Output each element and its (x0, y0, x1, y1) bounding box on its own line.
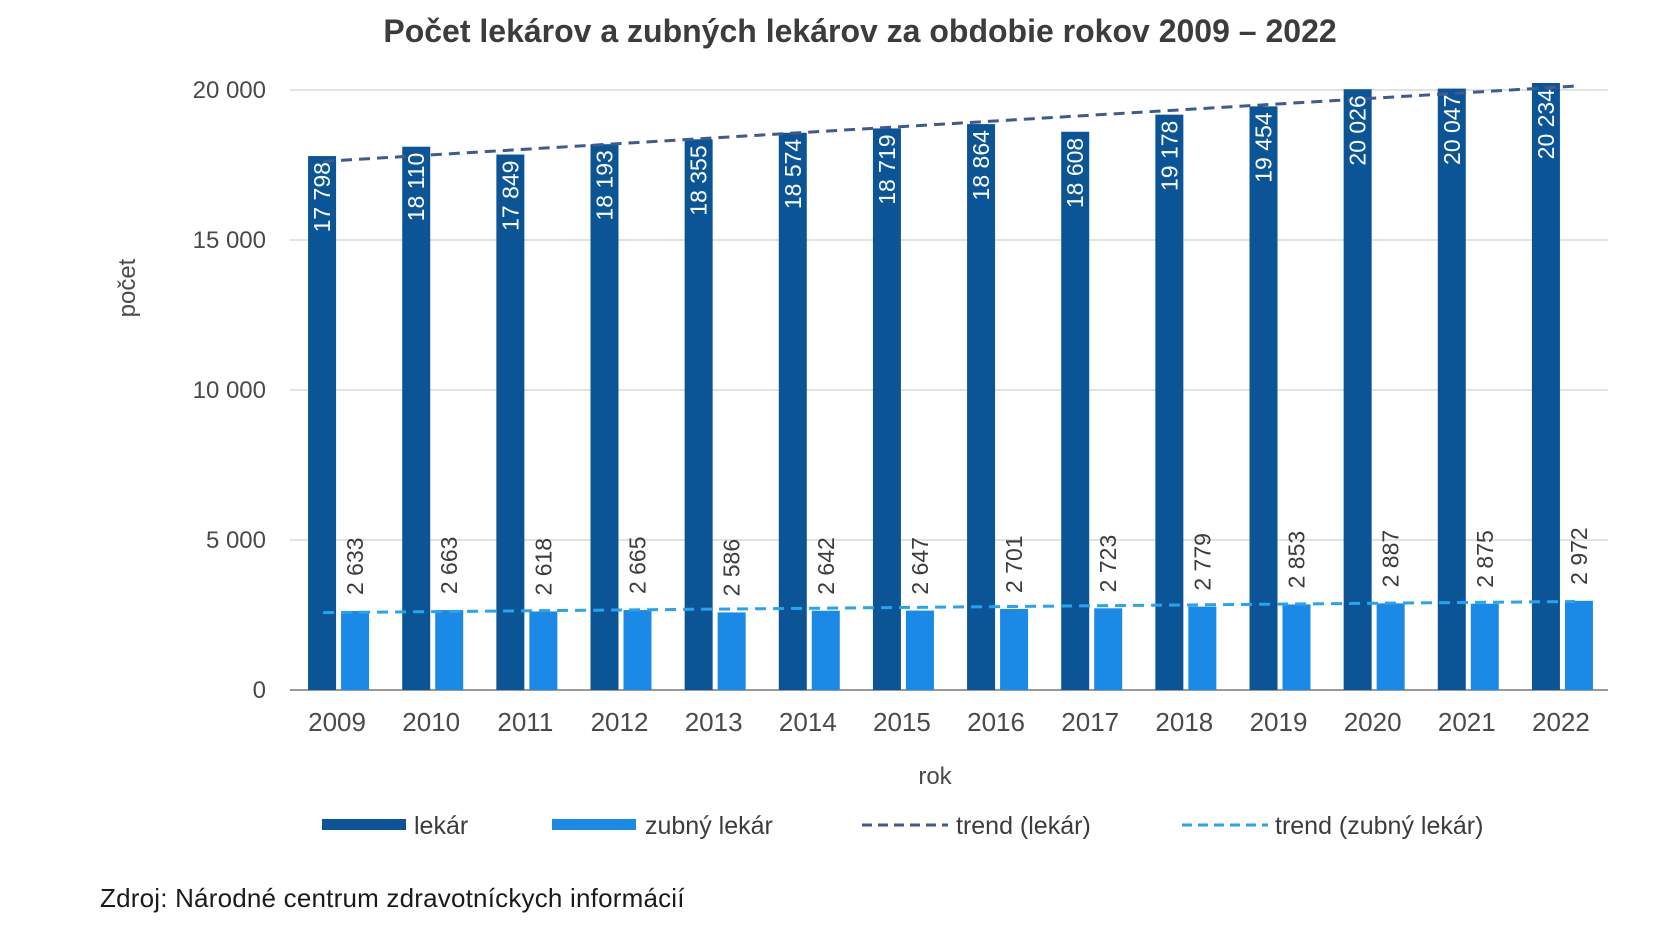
data-label-zubny-lekar: 2 642 (813, 537, 839, 595)
y-tick-label: 5 000 (206, 527, 266, 554)
x-tick-label: 2015 (873, 707, 931, 737)
bar-lekar (402, 146, 431, 690)
bar-zubny-lekar (529, 611, 558, 690)
data-label-lekar: 18 864 (968, 130, 994, 201)
y-axis-label: počet (114, 258, 141, 317)
data-label-lekar: 18 355 (686, 145, 712, 215)
bars (308, 82, 1593, 691)
x-tick-label: 2011 (497, 707, 553, 737)
x-tick-label: 2022 (1532, 707, 1590, 737)
data-label-lekar: 20 234 (1533, 89, 1559, 160)
bar-lekar (684, 139, 713, 691)
trendline-zubny-lekar (323, 600, 1575, 615)
data-labels: 17 798 2 633 18 110 2 663 17 849 2 618 18 193 2… (309, 89, 1592, 597)
trendline-lekar (322, 84, 1576, 163)
data-label-lekar: 18 110 (403, 153, 429, 222)
bar-lekar (1249, 106, 1278, 690)
bar-lekar (1343, 89, 1372, 691)
x-tick-label: 2021 (1438, 707, 1496, 737)
x-tick-label: 2019 (1250, 707, 1308, 737)
data-label-zubny-lekar: 2 665 (625, 536, 651, 594)
data-label-zubny-lekar: 2 875 (1472, 530, 1498, 588)
bar-lekar (1061, 131, 1090, 690)
bar-zubny-lekar (623, 610, 652, 690)
legend-trend-lekar-label: trend (lekár) (956, 812, 1091, 840)
x-axis-ticks: 2009 2010 2011 2012 2013 2014 2015 2016 2017 2018… (308, 707, 1590, 737)
bar-zubny-lekar (717, 612, 746, 690)
data-label-zubny-lekar: 2 972 (1566, 527, 1592, 585)
data-label-zubny-lekar: 2 723 (1095, 535, 1121, 593)
y-axis-ticks: 0 5 000 10 000 15 000 20 000 (193, 77, 266, 704)
data-label-lekar: 18 608 (1062, 138, 1088, 208)
data-label-lekar: 17 849 (497, 161, 523, 231)
gridlines (290, 89, 1608, 691)
data-label-lekar: 18 193 (592, 150, 618, 220)
y-tick-label: 20 000 (193, 77, 266, 104)
x-tick-label: 2014 (779, 707, 837, 737)
bar-zubny-lekar (1564, 600, 1593, 690)
bar-zubny-lekar (1094, 608, 1123, 690)
bar-lekar (967, 124, 996, 690)
data-label-lekar: 20 047 (1439, 95, 1465, 165)
y-tick-label: 15 000 (193, 227, 266, 254)
chart-title: Počet lekárov a zubných lekárov za obdob… (383, 13, 1336, 49)
x-tick-label: 2013 (685, 707, 743, 737)
bar-lekar (872, 128, 901, 690)
trendlines (322, 84, 1576, 615)
legend: lekár zubný lekár trend (lekár) trend (zubn… (322, 812, 1483, 840)
legend-trend-zubny-lekar-label: trend (zubný lekár) (1275, 812, 1483, 840)
legend-lekar-swatch (322, 819, 406, 830)
bar-lekar (778, 132, 807, 690)
source-note: Zdroj: Národné centrum zdravotníckych in… (100, 883, 685, 913)
data-label-lekar: 18 719 (874, 134, 900, 204)
data-label-lekar: 19 454 (1251, 112, 1277, 183)
data-label-zubny-lekar: 2 647 (907, 537, 933, 595)
y-tick-label: 0 (253, 677, 266, 704)
x-tick-label: 2018 (1155, 707, 1213, 737)
bar-zubny-lekar (811, 610, 840, 690)
data-label-zubny-lekar: 2 618 (530, 538, 556, 596)
data-label-lekar: 19 178 (1156, 121, 1182, 191)
data-label-lekar: 18 574 (780, 139, 806, 210)
legend-zubny-lekar-swatch (552, 819, 636, 830)
y-tick-label: 10 000 (193, 377, 266, 404)
data-label-zubny-lekar: 2 779 (1189, 533, 1215, 591)
bar-zubny-lekar (1376, 603, 1405, 690)
bar-lekar (1437, 88, 1466, 691)
bar-lekar (1531, 82, 1560, 691)
bar-lekar (308, 156, 337, 690)
data-label-zubny-lekar: 2 853 (1284, 531, 1310, 589)
x-axis-label: rok (918, 763, 952, 790)
x-tick-label: 2010 (402, 707, 460, 737)
bar-zubny-lekar (1000, 608, 1029, 690)
x-tick-label: 2012 (591, 707, 649, 737)
legend-lekar-label: lekár (414, 812, 468, 840)
bar-zubny-lekar (905, 610, 934, 690)
x-tick-label: 2009 (308, 707, 366, 737)
data-label-zubny-lekar: 2 586 (719, 539, 745, 597)
data-label-zubny-lekar: 2 887 (1378, 530, 1404, 588)
bar-zubny-lekar (1188, 606, 1217, 690)
bar-lekar (1155, 114, 1184, 690)
data-label-zubny-lekar: 2 701 (1001, 535, 1027, 593)
data-label-zubny-lekar: 2 633 (342, 537, 368, 595)
x-tick-label: 2017 (1061, 707, 1119, 737)
bar-lekar (590, 144, 619, 690)
x-tick-label: 2020 (1344, 707, 1402, 737)
data-label-zubny-lekar: 2 663 (436, 537, 462, 595)
bar-zubny-lekar (1470, 603, 1499, 690)
legend-zubny-lekar-label: zubný lekár (645, 812, 773, 840)
bar-zubny-lekar (435, 610, 464, 690)
x-tick-label: 2016 (967, 707, 1025, 737)
bar-zubny-lekar (341, 611, 370, 690)
data-label-lekar: 17 798 (309, 162, 335, 232)
bar-lekar (496, 154, 525, 690)
data-label-lekar: 20 026 (1345, 95, 1371, 165)
bar-zubny-lekar (1282, 604, 1311, 690)
